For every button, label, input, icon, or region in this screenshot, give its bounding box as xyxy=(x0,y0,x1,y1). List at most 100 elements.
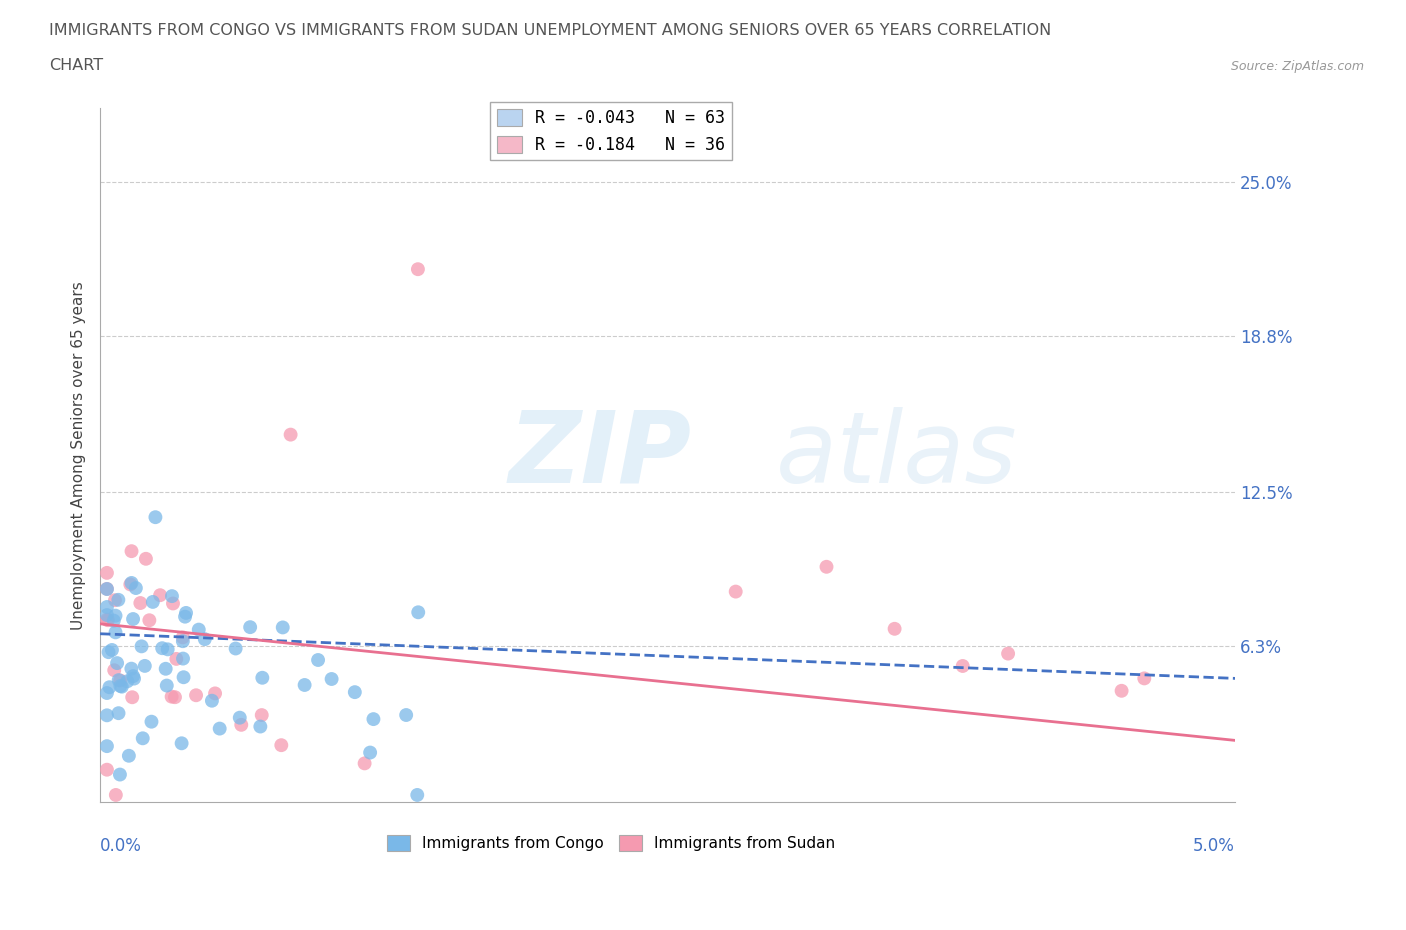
Point xyxy=(225,641,247,656)
Point xyxy=(120,661,142,676)
Point xyxy=(118,749,141,764)
Point xyxy=(96,600,118,615)
Point xyxy=(135,551,157,566)
Point xyxy=(101,643,124,658)
Point xyxy=(172,651,194,666)
Point xyxy=(229,711,252,725)
Point xyxy=(141,714,163,729)
Point xyxy=(280,427,302,442)
Point xyxy=(395,708,418,723)
Point xyxy=(122,612,145,627)
Point xyxy=(107,706,129,721)
Point xyxy=(343,684,366,699)
Point xyxy=(108,767,131,782)
Point xyxy=(997,646,1019,661)
Point xyxy=(187,622,209,637)
Point xyxy=(149,588,172,603)
Point xyxy=(97,613,120,628)
Point xyxy=(150,641,173,656)
Point xyxy=(121,544,143,559)
Point xyxy=(724,584,747,599)
Point xyxy=(1111,684,1133,698)
Point xyxy=(271,620,294,635)
Point xyxy=(156,678,179,693)
Point xyxy=(122,671,145,686)
Point xyxy=(145,510,167,525)
Point xyxy=(121,576,143,591)
Point xyxy=(96,612,118,627)
Point xyxy=(107,592,129,607)
Point xyxy=(120,577,142,591)
Point xyxy=(194,631,217,646)
Point xyxy=(406,604,429,619)
Point xyxy=(96,685,118,700)
Point xyxy=(270,737,292,752)
Point xyxy=(231,717,253,732)
Point xyxy=(321,671,343,686)
Point xyxy=(121,690,143,705)
Point xyxy=(883,621,905,636)
Point xyxy=(239,619,262,634)
Point xyxy=(163,690,186,705)
Point xyxy=(172,633,194,648)
Text: IMMIGRANTS FROM CONGO VS IMMIGRANTS FROM SUDAN UNEMPLOYMENT AMONG SENIORS OVER 6: IMMIGRANTS FROM CONGO VS IMMIGRANTS FROM… xyxy=(49,23,1052,38)
Point xyxy=(406,261,429,276)
Legend: Immigrants from Congo, Immigrants from Sudan: Immigrants from Congo, Immigrants from S… xyxy=(381,829,841,857)
Point xyxy=(122,669,145,684)
Point xyxy=(142,594,165,609)
Point xyxy=(307,653,329,668)
Point xyxy=(208,721,231,736)
Point xyxy=(204,686,226,701)
Y-axis label: Unemployment Among Seniors over 65 years: Unemployment Among Seniors over 65 years xyxy=(72,281,86,630)
Point xyxy=(96,581,118,596)
Point xyxy=(173,670,195,684)
Point xyxy=(117,674,139,689)
Point xyxy=(96,581,118,596)
Point xyxy=(160,589,183,604)
Point xyxy=(103,663,125,678)
Point xyxy=(97,644,120,659)
Point xyxy=(96,763,118,777)
Text: CHART: CHART xyxy=(49,58,103,73)
Point xyxy=(184,688,207,703)
Point xyxy=(172,630,194,644)
Text: Source: ZipAtlas.com: Source: ZipAtlas.com xyxy=(1230,60,1364,73)
Point xyxy=(160,689,183,704)
Point xyxy=(406,788,429,803)
Point xyxy=(105,656,128,671)
Point xyxy=(98,680,121,695)
Point xyxy=(250,708,273,723)
Point xyxy=(363,711,385,726)
Point xyxy=(952,658,974,673)
Point xyxy=(815,559,838,574)
Point xyxy=(359,745,381,760)
Point xyxy=(129,595,152,610)
Point xyxy=(104,608,127,623)
Point xyxy=(162,596,184,611)
Point xyxy=(155,661,177,676)
Text: 5.0%: 5.0% xyxy=(1194,837,1234,855)
Point xyxy=(165,651,187,666)
Text: 0.0%: 0.0% xyxy=(100,837,142,855)
Point xyxy=(104,788,127,803)
Point xyxy=(1133,671,1156,685)
Point xyxy=(131,639,153,654)
Point xyxy=(104,625,127,640)
Point xyxy=(353,756,375,771)
Point xyxy=(170,736,193,751)
Point xyxy=(134,658,156,673)
Point xyxy=(107,672,129,687)
Point xyxy=(156,642,179,657)
Point xyxy=(96,607,118,622)
Point xyxy=(174,609,197,624)
Point xyxy=(96,565,118,580)
Text: atlas: atlas xyxy=(776,406,1017,504)
Point xyxy=(249,719,271,734)
Point xyxy=(96,708,118,723)
Point xyxy=(294,678,316,693)
Text: ZIP: ZIP xyxy=(509,406,692,504)
Point xyxy=(96,738,118,753)
Point xyxy=(174,605,197,620)
Point xyxy=(110,679,132,694)
Point xyxy=(138,613,160,628)
